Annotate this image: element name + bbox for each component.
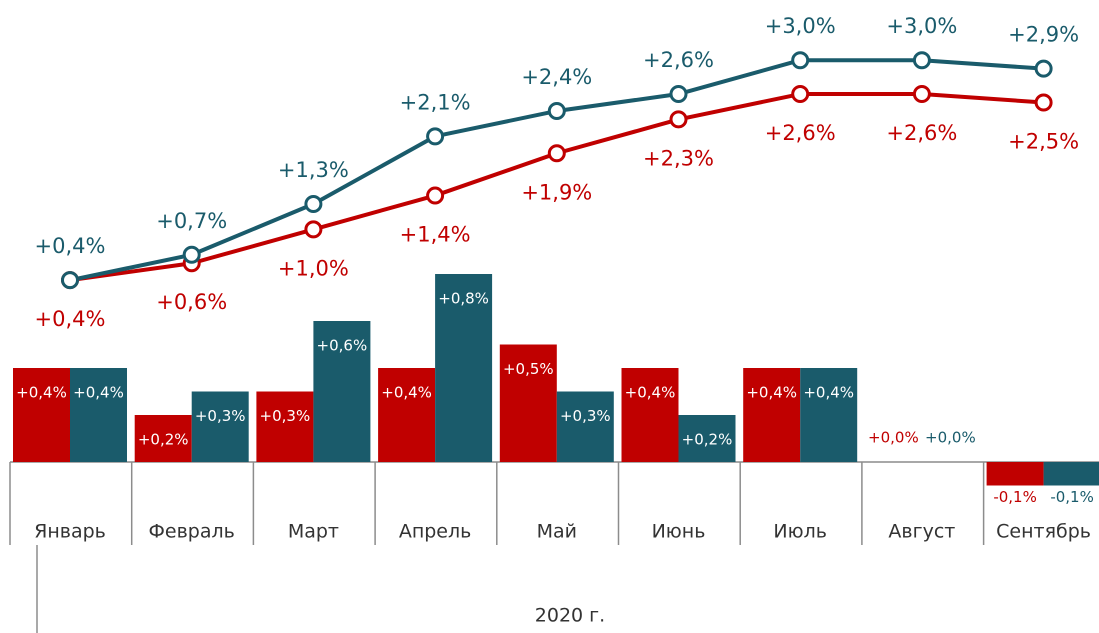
line-value-label: +2,9%	[1008, 23, 1079, 47]
line-value-label: +2,5%	[1008, 130, 1079, 154]
bar	[134, 415, 192, 462]
bar	[743, 368, 801, 462]
line-marker	[669, 85, 688, 104]
bar-value-label: +0,6%	[317, 337, 368, 355]
line-marker	[304, 195, 323, 214]
line-value-label: +1,3%	[278, 158, 349, 182]
bar-value-label: +0,4%	[625, 384, 676, 402]
line-marker	[547, 144, 566, 163]
line-value-label: +2,6%	[643, 48, 714, 72]
line-value-label: +2,4%	[521, 65, 592, 89]
bar-value-label: -0,1%	[993, 488, 1037, 506]
line-marker	[182, 245, 201, 264]
bar-value-label: +0,4%	[746, 384, 797, 402]
bar-value-label: +0,5%	[503, 360, 554, 378]
line-value-label: +2,6%	[765, 121, 836, 145]
bar-value-label: +0,4%	[16, 384, 67, 402]
line-marker	[426, 127, 445, 146]
x-tick-label: Апрель	[399, 521, 472, 543]
bar-value-label: +0,0%	[925, 429, 976, 447]
bar	[1043, 462, 1099, 486]
line-value-label: +1,9%	[521, 180, 592, 204]
bar	[435, 274, 493, 462]
line-value-label: +0,7%	[156, 209, 227, 233]
bar	[556, 391, 614, 462]
bar	[13, 368, 70, 462]
x-tick-label: Сентябрь	[996, 521, 1091, 543]
line-value-label: +2,3%	[643, 146, 714, 170]
line-marker	[791, 51, 810, 70]
line-marker	[547, 101, 566, 120]
bar	[621, 368, 679, 462]
bar	[70, 368, 127, 462]
x-tick-label: Март	[288, 521, 339, 543]
bar	[313, 321, 371, 462]
line-value-label: +3,0%	[886, 14, 957, 38]
line-value-label: +0,6%	[156, 290, 227, 314]
line-value-label: +2,6%	[886, 121, 957, 145]
line-marker	[912, 51, 931, 70]
bar-value-label: +0,4%	[381, 384, 432, 402]
bar-value-label: +0,2%	[682, 431, 733, 449]
line-marker	[61, 271, 79, 290]
bar-value-label: +0,4%	[803, 384, 854, 402]
group-label: 2020 г.	[535, 605, 605, 627]
line-value-label: +1,0%	[278, 256, 349, 280]
line-value-label: +0,4%	[35, 234, 106, 258]
line-value-label: +0,4%	[35, 307, 106, 331]
bar	[191, 391, 249, 462]
line-marker	[791, 85, 810, 104]
bar	[378, 368, 436, 462]
line-marker	[426, 186, 445, 205]
line-marker	[912, 85, 931, 104]
x-tick-label: Июль	[773, 521, 827, 543]
line-value-label: +3,0%	[765, 14, 836, 38]
bar-value-label: +0,3%	[560, 407, 611, 425]
x-tick-label: Февраль	[149, 521, 235, 543]
x-tick-label: Май	[537, 521, 577, 543]
bar-value-label: +0,3%	[195, 407, 246, 425]
bar	[256, 391, 314, 462]
line-value-label: +2,1%	[400, 90, 471, 114]
x-tick-label: Август	[888, 521, 955, 543]
bar	[499, 344, 557, 462]
bar-value-label: +0,0%	[868, 429, 919, 447]
line-marker	[304, 220, 323, 239]
line-marker	[669, 110, 688, 129]
line-value-label: +1,4%	[400, 223, 471, 247]
bar-value-label: +0,8%	[438, 290, 489, 308]
x-tick-label: Июнь	[652, 521, 706, 543]
line-marker	[1034, 93, 1053, 112]
bar-value-label: +0,2%	[138, 431, 189, 449]
x-tick-label: Январь	[34, 521, 106, 543]
bar-value-label: +0,4%	[73, 384, 124, 402]
bar	[678, 415, 736, 462]
bar	[800, 368, 858, 462]
bar-value-label: +0,3%	[260, 407, 311, 425]
bar	[986, 462, 1044, 486]
bar-value-label: -0,1%	[1050, 488, 1094, 506]
line-marker	[1034, 59, 1053, 78]
